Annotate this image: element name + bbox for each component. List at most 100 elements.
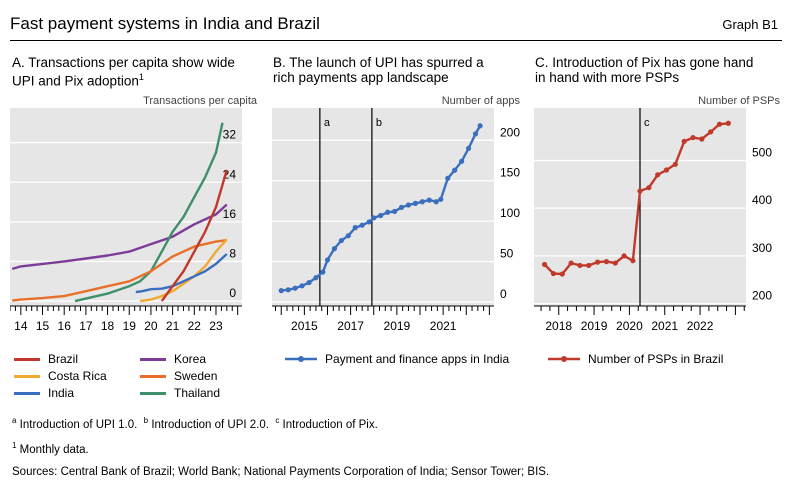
- graph-label: Graph B1: [722, 17, 778, 32]
- data-point: [637, 188, 643, 194]
- data-point: [708, 129, 714, 135]
- data-point: [621, 253, 627, 259]
- legend-item-psps-brazil: Number of PSPs in Brazil: [548, 352, 723, 366]
- data-point: [366, 219, 372, 225]
- series-line: [11, 203, 228, 271]
- data-point: [699, 136, 705, 142]
- data-point: [385, 209, 391, 215]
- data-point: [550, 270, 557, 277]
- series-line: [160, 169, 228, 302]
- footnote-a-mark: a: [12, 416, 17, 425]
- data-point: [586, 262, 592, 269]
- footnote-1: Monthly data.: [19, 443, 89, 456]
- data-point: [285, 287, 291, 293]
- data-point: [313, 275, 319, 281]
- legend-marker-line: [285, 356, 317, 362]
- data-point: [725, 120, 731, 126]
- legend-label: Korea: [174, 352, 207, 366]
- x-tick-label: 2022: [687, 319, 714, 333]
- panel-b-title: B. The launch of UPI has spurred a rich …: [273, 55, 484, 85]
- y-tick-label: 100: [500, 206, 520, 220]
- data-point: [405, 202, 412, 208]
- title-divider: [10, 40, 782, 41]
- y-tick-label: 400: [752, 193, 772, 207]
- data-point: [542, 261, 548, 268]
- footnote-c-mark: c: [275, 416, 280, 425]
- data-point: [459, 158, 465, 164]
- legend-item-brazil: Brazil: [14, 352, 78, 366]
- y-tick-label: 50: [500, 247, 514, 261]
- x-tick-label: 2021: [430, 319, 457, 333]
- legend-swatch: [14, 357, 40, 361]
- legend-item-apps-india: Payment and finance apps in India: [285, 352, 509, 366]
- series-line: [543, 122, 729, 276]
- data-point: [338, 237, 344, 244]
- legend-item-india: India: [14, 386, 74, 400]
- data-point: [391, 208, 398, 215]
- panel-c-title-line1: C. Introduction of Pix has gone hand: [535, 55, 754, 70]
- x-tick-label: 15: [36, 319, 50, 333]
- data-point: [577, 262, 583, 269]
- series-line: [135, 253, 228, 294]
- legend-label: Thailand: [174, 386, 221, 400]
- panel-b-chart: 0 50 100 150 200 2015 2017 2019 2021 a b: [272, 108, 520, 333]
- panel-c-title: C. Introduction of Pix has gone hand in …: [535, 55, 753, 85]
- legend-item-thailand: Thailand: [140, 386, 220, 400]
- panel-c-chart: 200 300 400 500 2018 2019 2020 2021 2022 c: [534, 108, 772, 333]
- x-tick-label: 2020: [616, 319, 643, 333]
- data-point: [412, 200, 418, 206]
- footnote-1-mark: 1: [12, 441, 17, 450]
- data-point: [278, 288, 284, 294]
- series-line: [139, 238, 228, 303]
- data-point: [630, 258, 636, 264]
- data-point: [681, 138, 687, 144]
- data-point: [559, 271, 565, 277]
- x-tick-label: 2019: [384, 319, 411, 333]
- panel-a-title-sup: 1: [138, 72, 144, 82]
- data-point: [419, 199, 425, 205]
- data-point: [477, 123, 483, 129]
- legend-label: Costa Rica: [48, 369, 107, 383]
- panel-b-unit: Number of apps: [441, 95, 520, 107]
- x-tick-label: 2021: [651, 319, 678, 333]
- x-tick-label: 2018: [545, 319, 572, 333]
- data-point: [359, 222, 365, 228]
- y-tick-label: 32: [223, 128, 237, 142]
- series-line: [74, 122, 224, 303]
- legend-label: Sweden: [174, 369, 218, 383]
- event-line-label: c: [644, 117, 650, 129]
- data-point: [324, 257, 331, 263]
- event-line-label: b: [376, 117, 382, 129]
- x-tick-label: 14: [14, 319, 28, 333]
- x-tick-label: 17: [79, 319, 93, 333]
- x-tick-label: 23: [209, 319, 223, 333]
- legend-swatch: [140, 374, 166, 378]
- y-tick-label: 150: [500, 166, 520, 180]
- data-point: [445, 175, 451, 181]
- footnote-b-mark: b: [143, 416, 149, 425]
- legend-label: Brazil: [48, 352, 79, 366]
- plot-background: [10, 108, 242, 306]
- page-title: Fast payment systems in India and Brazil: [10, 14, 320, 33]
- x-tick-label: 16: [58, 319, 72, 333]
- data-point: [371, 215, 377, 221]
- panel-c-title-line2: in hand with more PSPs: [535, 70, 680, 85]
- legend-item-sweden: Sweden: [140, 369, 217, 383]
- sources: Sources: Central Bank of Brazil; World B…: [12, 466, 550, 478]
- data-point: [378, 212, 384, 219]
- y-tick-label: 8: [229, 246, 236, 260]
- data-point: [426, 197, 432, 203]
- panel-a-title: A. Transactions per capita show wide UPI…: [12, 55, 235, 89]
- panel-c-unit: Number of PSPs: [698, 95, 780, 107]
- data-point: [331, 246, 338, 252]
- legend-marker-line: [548, 356, 580, 362]
- x-tick-label: 20: [144, 319, 158, 333]
- data-point: [299, 283, 305, 289]
- y-tick-label: 16: [223, 207, 237, 221]
- legend-label: India: [48, 386, 75, 400]
- panel-b-title-line1: B. The launch of UPI has spurred a: [273, 55, 484, 70]
- data-point: [603, 259, 610, 265]
- panel-a-title-line1: A. Transactions per capita show wide: [12, 55, 235, 70]
- data-point: [465, 145, 472, 152]
- legend-label: Payment and finance apps in India: [325, 352, 510, 366]
